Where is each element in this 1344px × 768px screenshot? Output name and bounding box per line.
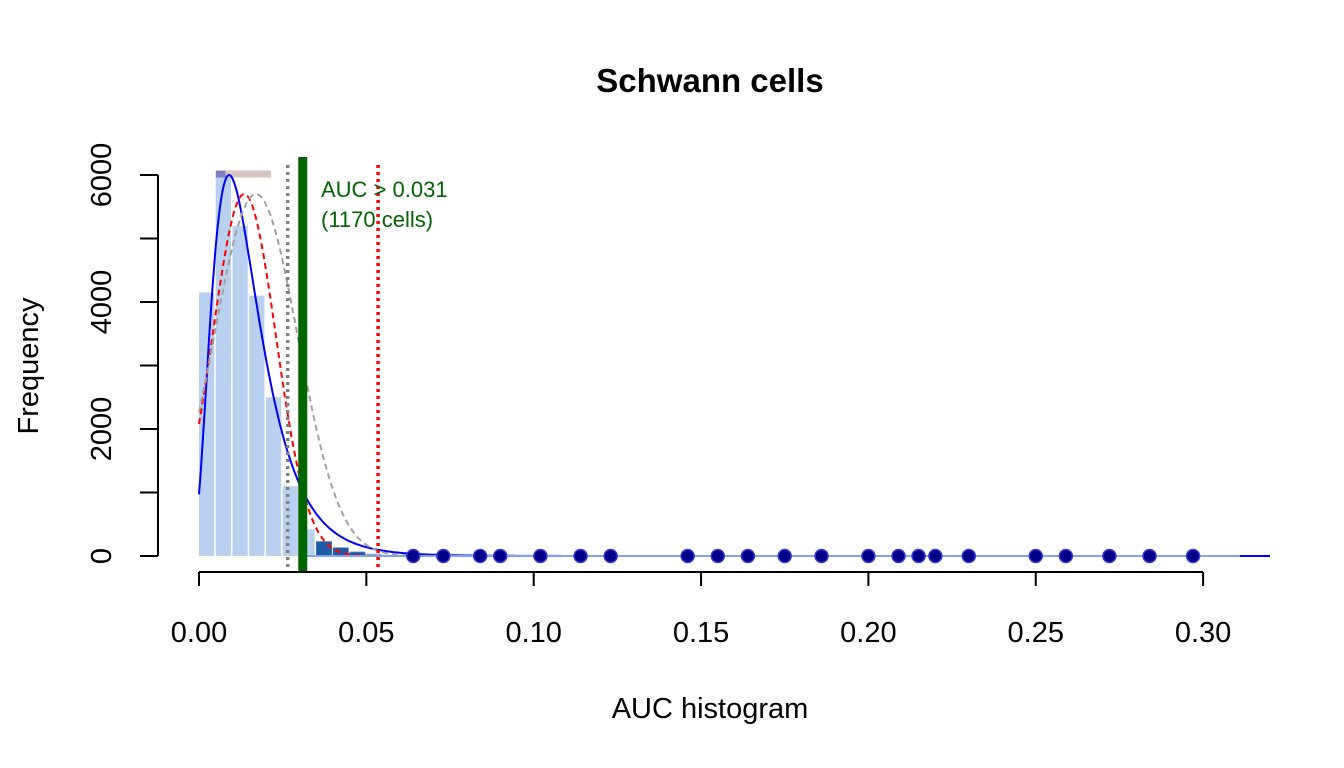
histogram-bar [265,397,282,556]
histogram-bar [232,225,248,557]
y-axis-label: Frequency [13,297,45,435]
threshold-annotation-line1: AUC > 0.031 [321,177,448,202]
x-tick-label: 0.30 [1175,617,1231,649]
y-tick-label: 6000 [86,143,118,208]
chart-title: Schwann cells [596,62,823,99]
x-tick-label: 0.05 [338,617,394,649]
y-tick-label: 0 [86,548,118,564]
data-point [1102,548,1117,564]
data-point [777,548,792,564]
data-point [603,548,618,564]
data-point [710,548,726,564]
data-point [891,548,906,564]
density-curve [198,193,1235,557]
y-tick-label: 4000 [86,270,118,335]
y-axis: 0 2000 4000 6000 [86,143,159,564]
data-point [928,548,943,564]
y-tick-label: 2000 [86,397,118,462]
data-point [911,548,926,564]
highlighted-histogram-bar [349,552,366,556]
data-point [436,548,451,564]
x-tick-label: 0.20 [840,617,896,649]
data-point [1058,548,1074,564]
data-point [1185,548,1201,564]
x-axis-label: AUC histogram [612,693,809,725]
data-point [573,548,588,564]
x-tick-label: 0.00 [171,617,227,649]
highlighted-histogram-bar [316,541,332,556]
data-point [961,548,977,564]
threshold-annotation-line2: (1170 cells) [321,207,433,232]
x-axis: 0.00 0.05 0.10 0.15 0.20 0.25 0.30 [171,571,1231,649]
x-tick-label: 0.15 [673,617,729,649]
data-point [472,548,488,564]
data-point [492,548,508,564]
data-point [1142,548,1157,564]
histogram-bar [249,295,265,556]
x-tick-label: 0.25 [1008,617,1064,649]
data-point [740,548,756,564]
x-tick-label: 0.10 [505,617,561,649]
data-point [680,548,695,564]
plot-area [198,157,1270,572]
data-point [1028,548,1043,564]
data-point [533,548,548,564]
histogram-bar [282,486,298,556]
histogram-bar [199,292,215,556]
data-point [405,548,421,564]
density-curve [198,193,1235,557]
data-point [861,548,876,564]
density-curve [198,173,1270,557]
data-point [814,548,829,564]
